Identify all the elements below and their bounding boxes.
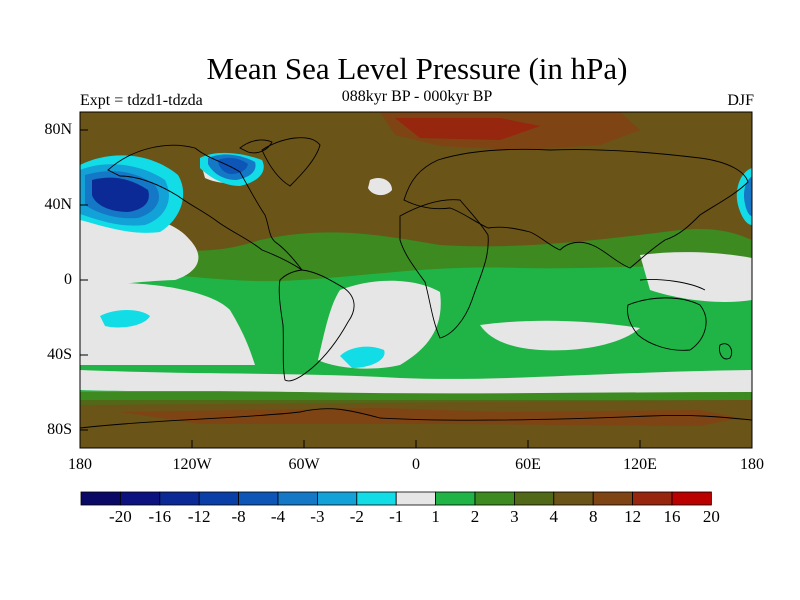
colorbar-label-6: -2 <box>349 507 364 526</box>
colorbar-box-11 <box>514 491 555 506</box>
australia-coast <box>627 297 707 351</box>
lon-label-0: 0 <box>412 456 420 473</box>
colorbar-box-10 <box>474 491 515 506</box>
south-atlantic-patch <box>340 346 385 368</box>
colorbar-box-15 <box>671 491 712 506</box>
west-pacific-neutral <box>640 252 752 302</box>
colorbar-label-14: 16 <box>663 507 681 526</box>
coastlines <box>80 137 752 429</box>
colorbar-label-15: 20 <box>702 507 720 526</box>
colorbar-box-3 <box>198 491 239 506</box>
colorbar-box-8 <box>395 491 437 506</box>
colorbar-box-12 <box>553 491 594 506</box>
north-america-coast <box>107 144 303 271</box>
greenland-main-coast <box>261 137 321 187</box>
lon-label-180e: 180 <box>740 456 764 473</box>
lon-label-120w: 120W <box>172 456 212 473</box>
lat-label-40s: 40S <box>47 346 72 363</box>
experiment-label: Expt = tdzd1-tdzda <box>80 92 203 109</box>
season-label: DJF <box>727 92 754 109</box>
pacific-low-minus8 <box>92 177 149 212</box>
colorbar-label-3: -8 <box>231 507 246 526</box>
lat-label-80n: 80N <box>44 121 72 138</box>
greenland-coast <box>239 139 273 154</box>
colorbar-label-2: -12 <box>187 507 211 526</box>
colorbar-box-13 <box>592 491 634 506</box>
dateline-low-minus3 <box>744 176 752 216</box>
eurasia-coast <box>403 148 749 269</box>
lat-ticks <box>80 129 88 431</box>
colorbar-box-7 <box>356 491 397 506</box>
colorbar-box-14 <box>632 491 673 506</box>
north-pacific-neutral <box>80 215 199 287</box>
hudson-low-minus4 <box>218 157 248 174</box>
colorbar-box-1 <box>120 491 161 506</box>
lon-label-180w: 180 <box>68 456 92 473</box>
arctic-high-12-16 <box>395 118 540 140</box>
lon-label-60e: 60E <box>515 456 541 473</box>
lat-label-80s: 80S <box>47 421 72 438</box>
colorbar-label-9: 2 <box>470 507 480 526</box>
colorbar-label-1: -16 <box>148 507 172 526</box>
lat-label-40n: 40N <box>44 196 72 213</box>
east-pacific-neutral <box>80 282 255 365</box>
colorbar-box-6 <box>316 491 358 506</box>
colorbar-box-2 <box>159 491 200 506</box>
east-pacific-patch <box>100 310 150 328</box>
north-atlantic-neutral <box>368 178 392 196</box>
maritime-continent-coast <box>639 279 706 291</box>
indian-ocean-neutral <box>480 320 640 351</box>
antarctica-coast <box>80 408 752 429</box>
africa-coast <box>399 199 489 339</box>
southern-neutral-band <box>80 370 752 394</box>
colorbar-box-5 <box>277 491 318 506</box>
colorbar-label-8: 1 <box>431 507 440 526</box>
colorbar-box-9 <box>435 491 476 506</box>
pressure-field <box>80 112 752 448</box>
southern-ring-8-12 <box>120 408 740 426</box>
colorbar-label-12: 8 <box>588 507 598 526</box>
lon-ticks <box>79 440 753 448</box>
colorbar-label-0: -20 <box>109 507 132 526</box>
colorbar <box>80 491 712 506</box>
colorbar-label-10: 3 <box>510 507 519 526</box>
colorbar-label-11: 4 <box>549 507 559 526</box>
lat-label-0: 0 <box>64 271 72 288</box>
south-america-coast <box>278 269 355 382</box>
south-atlantic-neutral <box>318 280 441 369</box>
colorbar-label-5: -3 <box>310 507 325 526</box>
colorbar-box-4 <box>238 491 279 506</box>
colorbar-label-4: -4 <box>270 507 286 526</box>
colorbar-box-0 <box>80 491 121 506</box>
lon-label-120e: 120E <box>623 456 657 473</box>
colorbar-label-7: -1 <box>389 507 404 526</box>
colorbar-label-13: 12 <box>624 507 642 526</box>
lon-label-60w: 60W <box>288 456 320 473</box>
new-zealand-coast <box>719 343 733 360</box>
subtitle: 088kyr BP - 000kyr BP <box>341 88 493 105</box>
page-title: Mean Sea Level Pressure (in hPa) <box>206 51 628 86</box>
